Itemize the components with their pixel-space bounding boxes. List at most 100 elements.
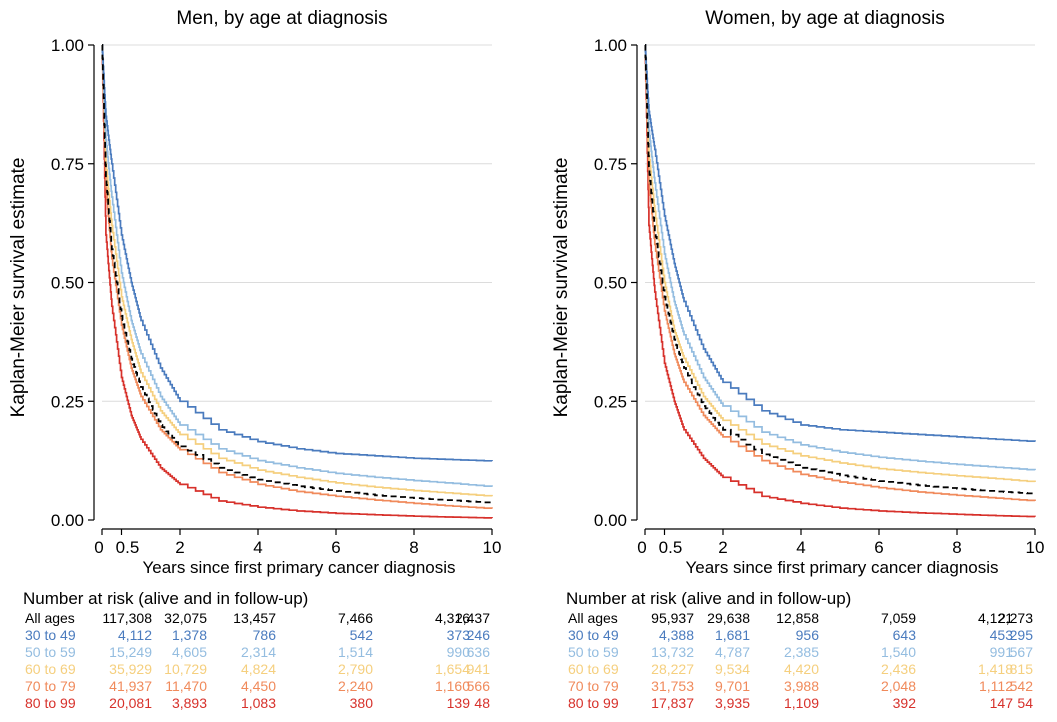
risk-value: 11,470: [165, 678, 207, 694]
risk-value: 95,937: [651, 610, 694, 626]
risk-row-label: 80 to 99: [568, 695, 619, 711]
risk-value: 1,112: [979, 678, 1013, 694]
men-panel: Men, by age at diagnosis0.000.250.500.75…: [8, 8, 501, 711]
risk-value: 542: [1010, 678, 1034, 694]
y-tick-label: 0.50: [594, 274, 627, 293]
x-tick-label: 2: [175, 538, 184, 557]
risk-value: 15,249: [109, 644, 152, 660]
risk-value: 2,385: [784, 644, 819, 660]
y-tick-label: 0.25: [594, 392, 627, 411]
x-axis-label: Years since first primary cancer diagnos…: [685, 558, 998, 577]
risk-value: 1,514: [338, 644, 373, 660]
risk-value: 956: [796, 627, 820, 643]
x-tick-label: 10: [483, 538, 502, 557]
series-line-30-to-49: [644, 44, 1036, 442]
risk-value: 1,378: [172, 627, 207, 643]
series-line-All-ages: [644, 44, 1036, 495]
risk-value: 246: [467, 627, 491, 643]
risk-value: 941: [467, 661, 491, 677]
risk-value: 1,109: [784, 695, 819, 711]
series-line-80-to-99: [101, 44, 493, 519]
x-tick-label: 4: [796, 538, 805, 557]
risk-row-label: 30 to 49: [25, 627, 76, 643]
series-line-70-to-79: [101, 44, 493, 509]
y-tick-label: 1.00: [594, 36, 627, 55]
x-tick-label: 0: [94, 538, 103, 557]
x-tick-label: 0.5: [116, 538, 140, 557]
series-line-60-to-69: [644, 44, 1036, 483]
risk-row-label: 60 to 69: [568, 661, 619, 677]
risk-value: 9,701: [715, 678, 750, 694]
risk-value: 4,388: [659, 627, 694, 643]
risk-value: 4,112: [118, 627, 152, 643]
risk-value: 1,681: [715, 627, 750, 643]
risk-value: 636: [467, 644, 491, 660]
risk-value: 1,083: [241, 695, 276, 711]
x-tick-label: 8: [952, 538, 961, 557]
risk-value: 13,732: [651, 644, 694, 660]
x-tick-label: 0: [637, 538, 646, 557]
risk-value: 392: [893, 695, 917, 711]
series-line-60-to-69: [101, 44, 493, 497]
risk-value: 1,540: [881, 644, 916, 660]
y-tick-label: 0.00: [594, 511, 627, 530]
series-line-30-to-49: [101, 44, 493, 462]
x-tick-label: 10: [1026, 538, 1045, 557]
risk-value: 31,753: [651, 678, 694, 694]
risk-value: 4,787: [715, 644, 750, 660]
risk-value: 3,893: [172, 695, 207, 711]
risk-value: 643: [893, 627, 917, 643]
x-tick-label: 4: [253, 538, 262, 557]
risk-value: 3,935: [715, 695, 750, 711]
y-axis-label: Kaplan-Meier survival estimate: [551, 158, 572, 418]
risk-row-label: All ages: [25, 610, 75, 626]
risk-table-title: Number at risk (alive and in follow-up): [566, 589, 851, 608]
risk-value: 2,790: [338, 661, 373, 677]
risk-value: 7,059: [881, 610, 916, 626]
risk-value: 373: [447, 627, 471, 643]
risk-value: 566: [467, 678, 491, 694]
risk-value: 139: [447, 695, 471, 711]
risk-value: 567: [1010, 644, 1034, 660]
risk-row-label: All ages: [568, 610, 618, 626]
risk-value: 32,075: [164, 610, 207, 626]
risk-value: 991: [990, 644, 1014, 660]
risk-value: 9,534: [715, 661, 750, 677]
x-tick-label: 8: [409, 538, 418, 557]
risk-value: 295: [1010, 627, 1034, 643]
y-tick-label: 0.75: [594, 155, 627, 174]
risk-value: 2,048: [881, 678, 916, 694]
risk-value: 1,160: [435, 678, 470, 694]
series-line-70-to-79: [644, 44, 1036, 502]
risk-table-title: Number at risk (alive and in follow-up): [23, 589, 308, 608]
risk-value: 20,081: [109, 695, 152, 711]
risk-value: 4,420: [784, 661, 819, 677]
risk-value: 48: [474, 695, 490, 711]
y-tick-label: 0.75: [51, 155, 84, 174]
risk-value: 453: [990, 627, 1014, 643]
risk-row-label: 80 to 99: [25, 695, 76, 711]
risk-value: 4,824: [241, 661, 276, 677]
risk-value: 3,988: [784, 678, 819, 694]
risk-value: 10,729: [164, 661, 207, 677]
risk-value: 380: [350, 695, 374, 711]
series-line-All-ages: [101, 44, 493, 504]
risk-value: 990: [447, 644, 471, 660]
y-axis-label: Kaplan-Meier survival estimate: [8, 158, 29, 418]
chart-title: Men, by age at diagnosis: [176, 8, 387, 29]
y-tick-label: 0.00: [51, 511, 84, 530]
y-tick-label: 1.00: [51, 36, 84, 55]
x-tick-label: 0.5: [659, 538, 683, 557]
x-tick-label: 6: [874, 538, 883, 557]
series-line-80-to-99: [644, 44, 1036, 518]
risk-value: 41,937: [109, 678, 152, 694]
women-panel: Women, by age at diagnosis0.000.250.500.…: [551, 8, 1044, 711]
risk-value: 4,605: [172, 644, 207, 660]
risk-value: 12,858: [776, 610, 819, 626]
series-line-50-to-59: [101, 44, 493, 487]
risk-value: 4,450: [241, 678, 276, 694]
risk-row-label: 50 to 59: [568, 644, 619, 660]
risk-value: 2,273: [998, 610, 1033, 626]
risk-value: 117,308: [102, 610, 152, 626]
risk-value: 815: [1010, 661, 1034, 677]
